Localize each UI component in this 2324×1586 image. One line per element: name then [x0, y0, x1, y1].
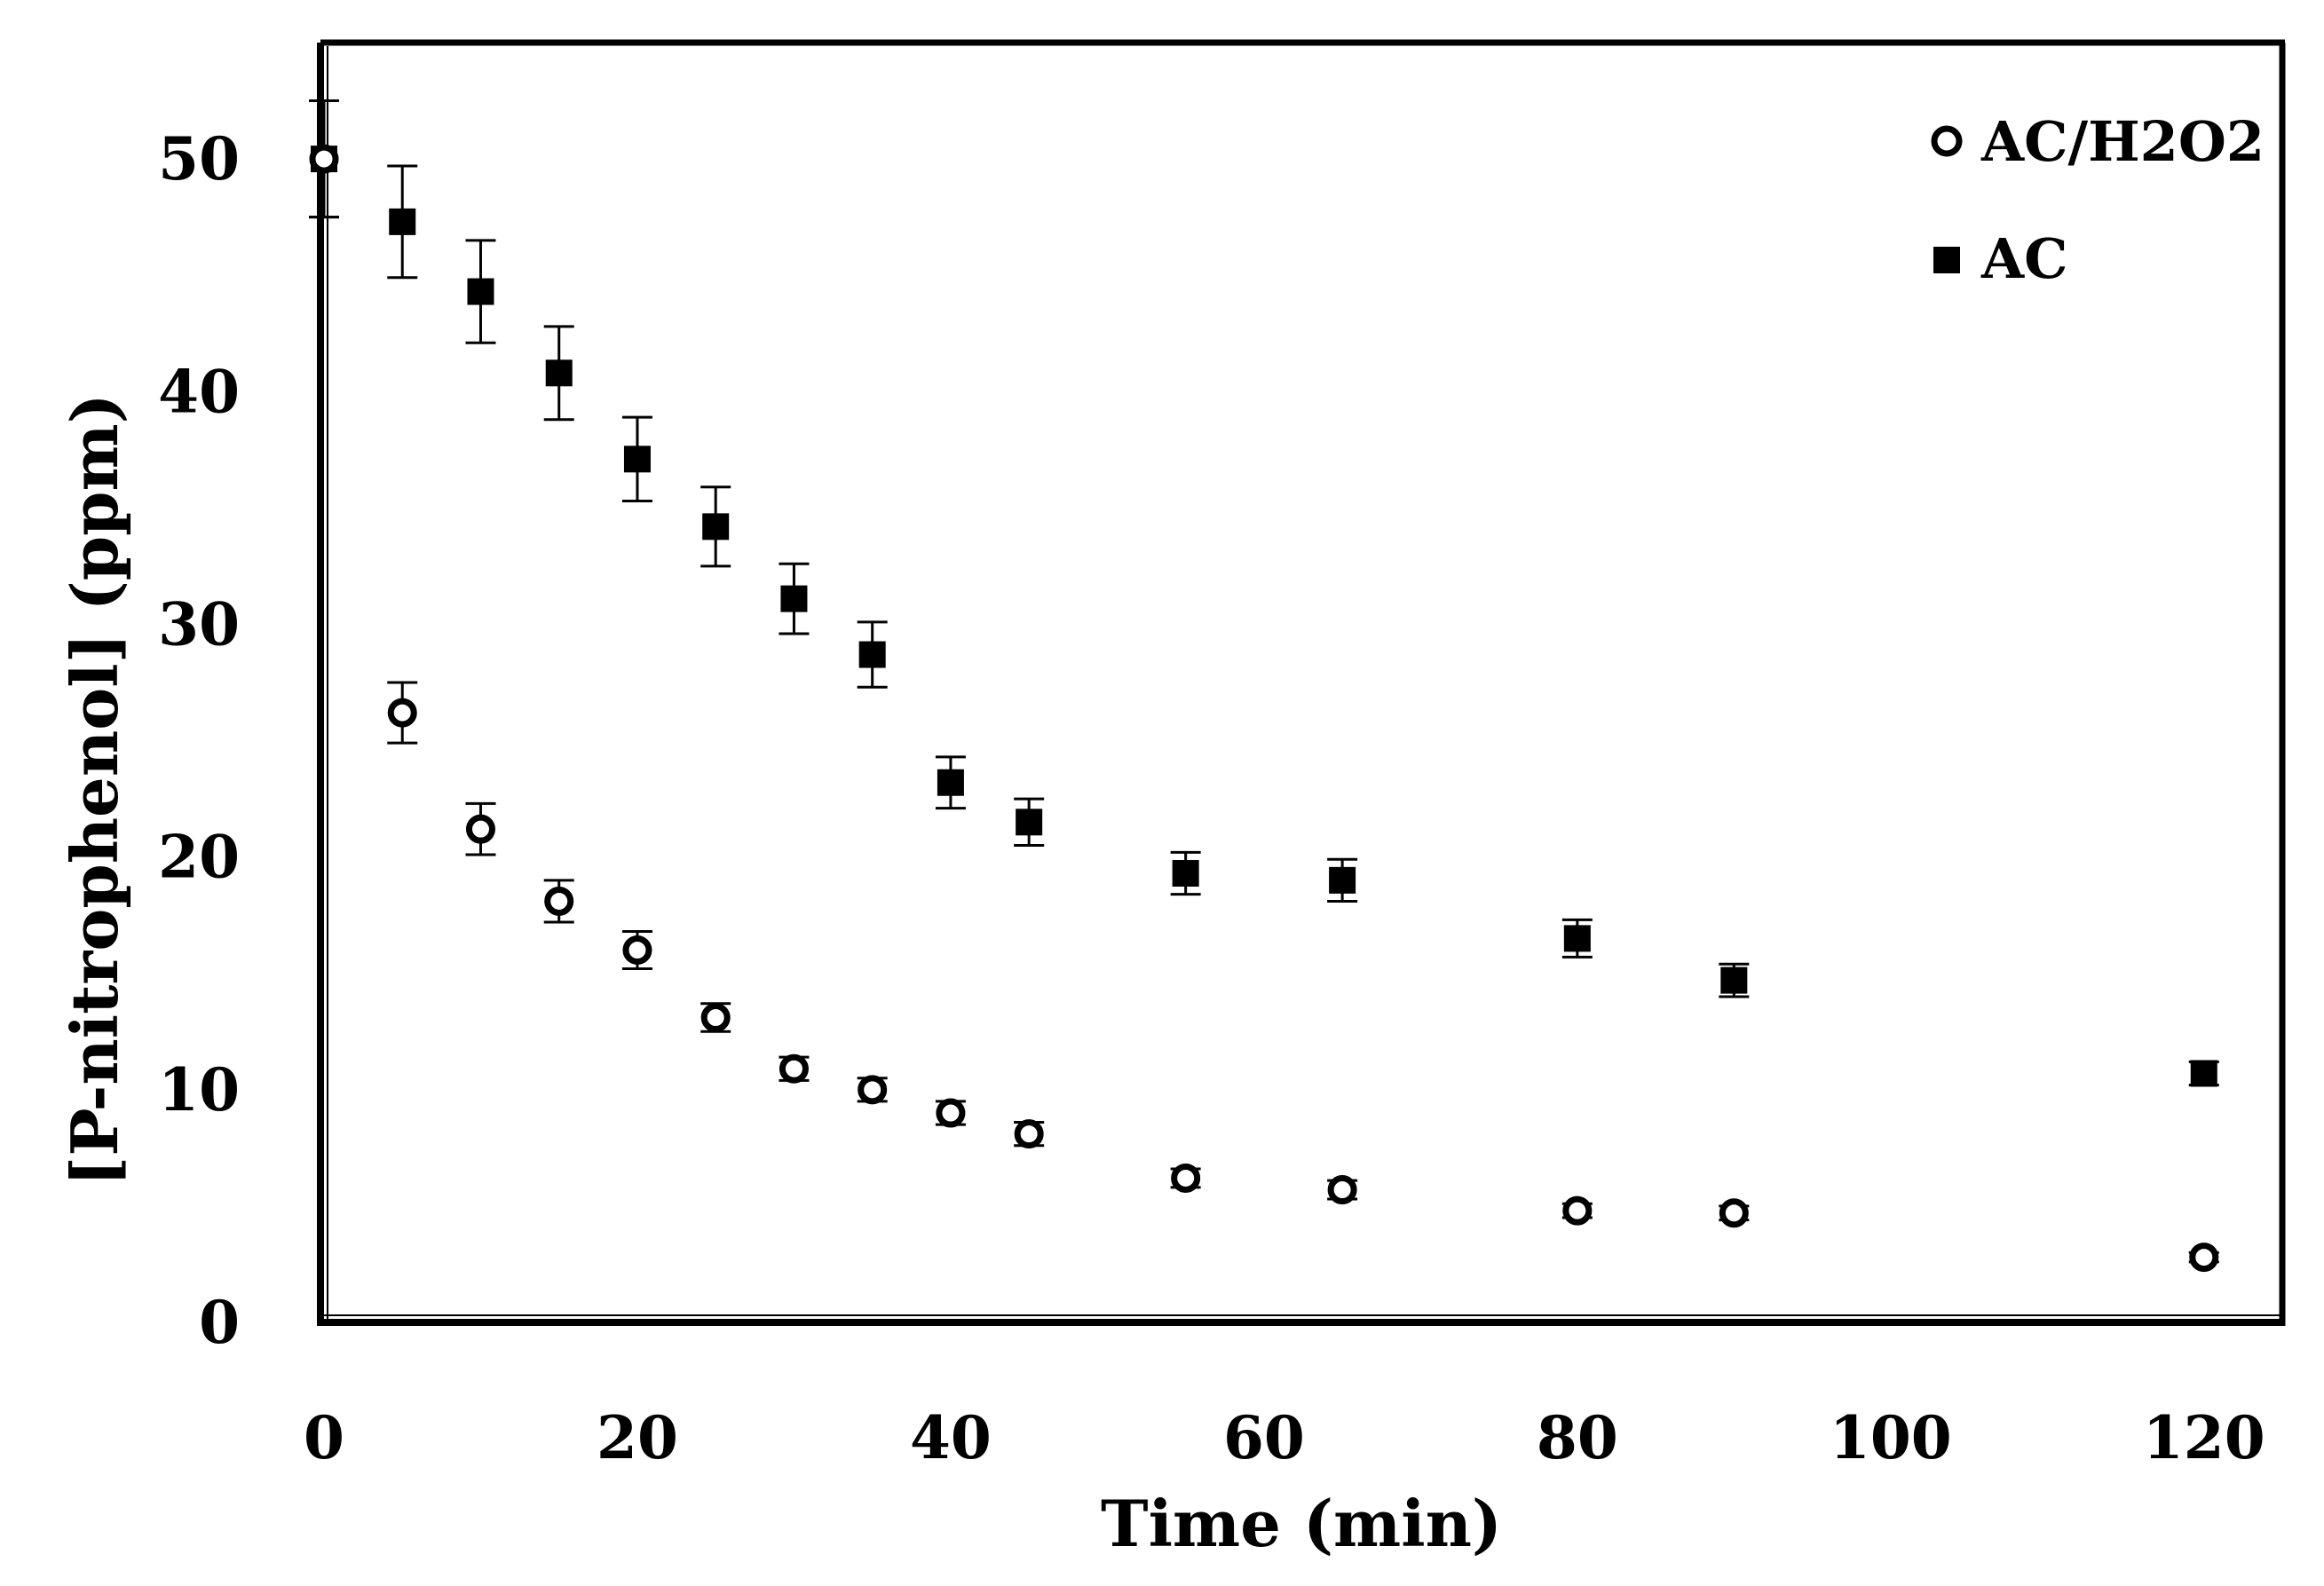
x-tick-label: 100	[1830, 1403, 1952, 1472]
data-point-square	[1172, 859, 1199, 887]
y-tick-label: 0	[199, 1288, 240, 1357]
y-tick-label: 20	[158, 823, 240, 892]
x-tick-label: 0	[304, 1403, 344, 1472]
x-tick-label: 120	[2143, 1403, 2265, 1472]
y-tick-label: 50	[158, 124, 240, 193]
series-ac-h2o2	[309, 99, 2219, 1273]
legend-label-ac: AC	[1980, 226, 2067, 291]
data-point-circle	[936, 1098, 966, 1128]
data-point-circle	[1719, 1198, 1749, 1228]
data-point-square	[623, 446, 651, 473]
legend: AC/H2O2 AC	[1931, 109, 2265, 291]
data-point-square	[545, 359, 573, 387]
x-tick-label: 60	[1223, 1403, 1305, 1472]
data-point-square	[858, 641, 886, 668]
data-point-circle	[858, 1075, 888, 1105]
data-point-square	[1329, 866, 1356, 894]
data-point-square	[2190, 1060, 2217, 1087]
y-tick-label: 40	[158, 357, 240, 426]
data-point-circle	[309, 144, 339, 174]
data-point-circle	[1014, 1119, 1044, 1149]
series-ac	[309, 99, 2219, 1087]
legend-label-ac-h2o2: AC/H2O2	[1980, 109, 2265, 174]
data-point-square	[467, 278, 494, 305]
data-point-circle	[1171, 1163, 1201, 1193]
x-tick-labels: 0 20 40 60 80 100 120	[304, 1403, 2265, 1472]
x-tick-label: 80	[1537, 1403, 1618, 1472]
series-layer	[309, 99, 2219, 1273]
data-point-square	[1563, 925, 1591, 952]
x-axis-title: Time (min)	[1101, 1486, 1502, 1561]
data-point-square	[780, 585, 808, 612]
y-axis-title: [P-nitrophenol] (ppm)	[57, 393, 132, 1186]
data-point-circle	[1562, 1195, 1593, 1226]
data-point-circle	[387, 698, 417, 728]
data-point-square	[937, 769, 964, 796]
data-point-square	[702, 513, 730, 541]
legend-marker-ac-h2o2	[1931, 125, 1963, 157]
data-point-square	[1720, 967, 1748, 994]
y-tick-label: 30	[158, 589, 240, 659]
x-tick-label: 40	[910, 1403, 992, 1472]
x-tick-label: 20	[597, 1403, 678, 1472]
y-tick-labels: 0 10 20 30 40 50	[158, 124, 240, 1357]
plot-frame	[317, 39, 2286, 1326]
data-point-square	[389, 208, 416, 235]
data-point-circle	[2189, 1243, 2219, 1273]
data-point-circle	[465, 814, 495, 844]
data-point-circle	[622, 935, 652, 966]
data-point-circle	[700, 1003, 731, 1033]
data-point-square	[1016, 809, 1043, 836]
y-tick-label: 10	[158, 1055, 240, 1124]
data-point-circle	[544, 886, 574, 916]
legend-marker-ac	[1933, 247, 1960, 273]
data-point-circle	[1327, 1175, 1357, 1205]
data-point-circle	[779, 1053, 809, 1084]
